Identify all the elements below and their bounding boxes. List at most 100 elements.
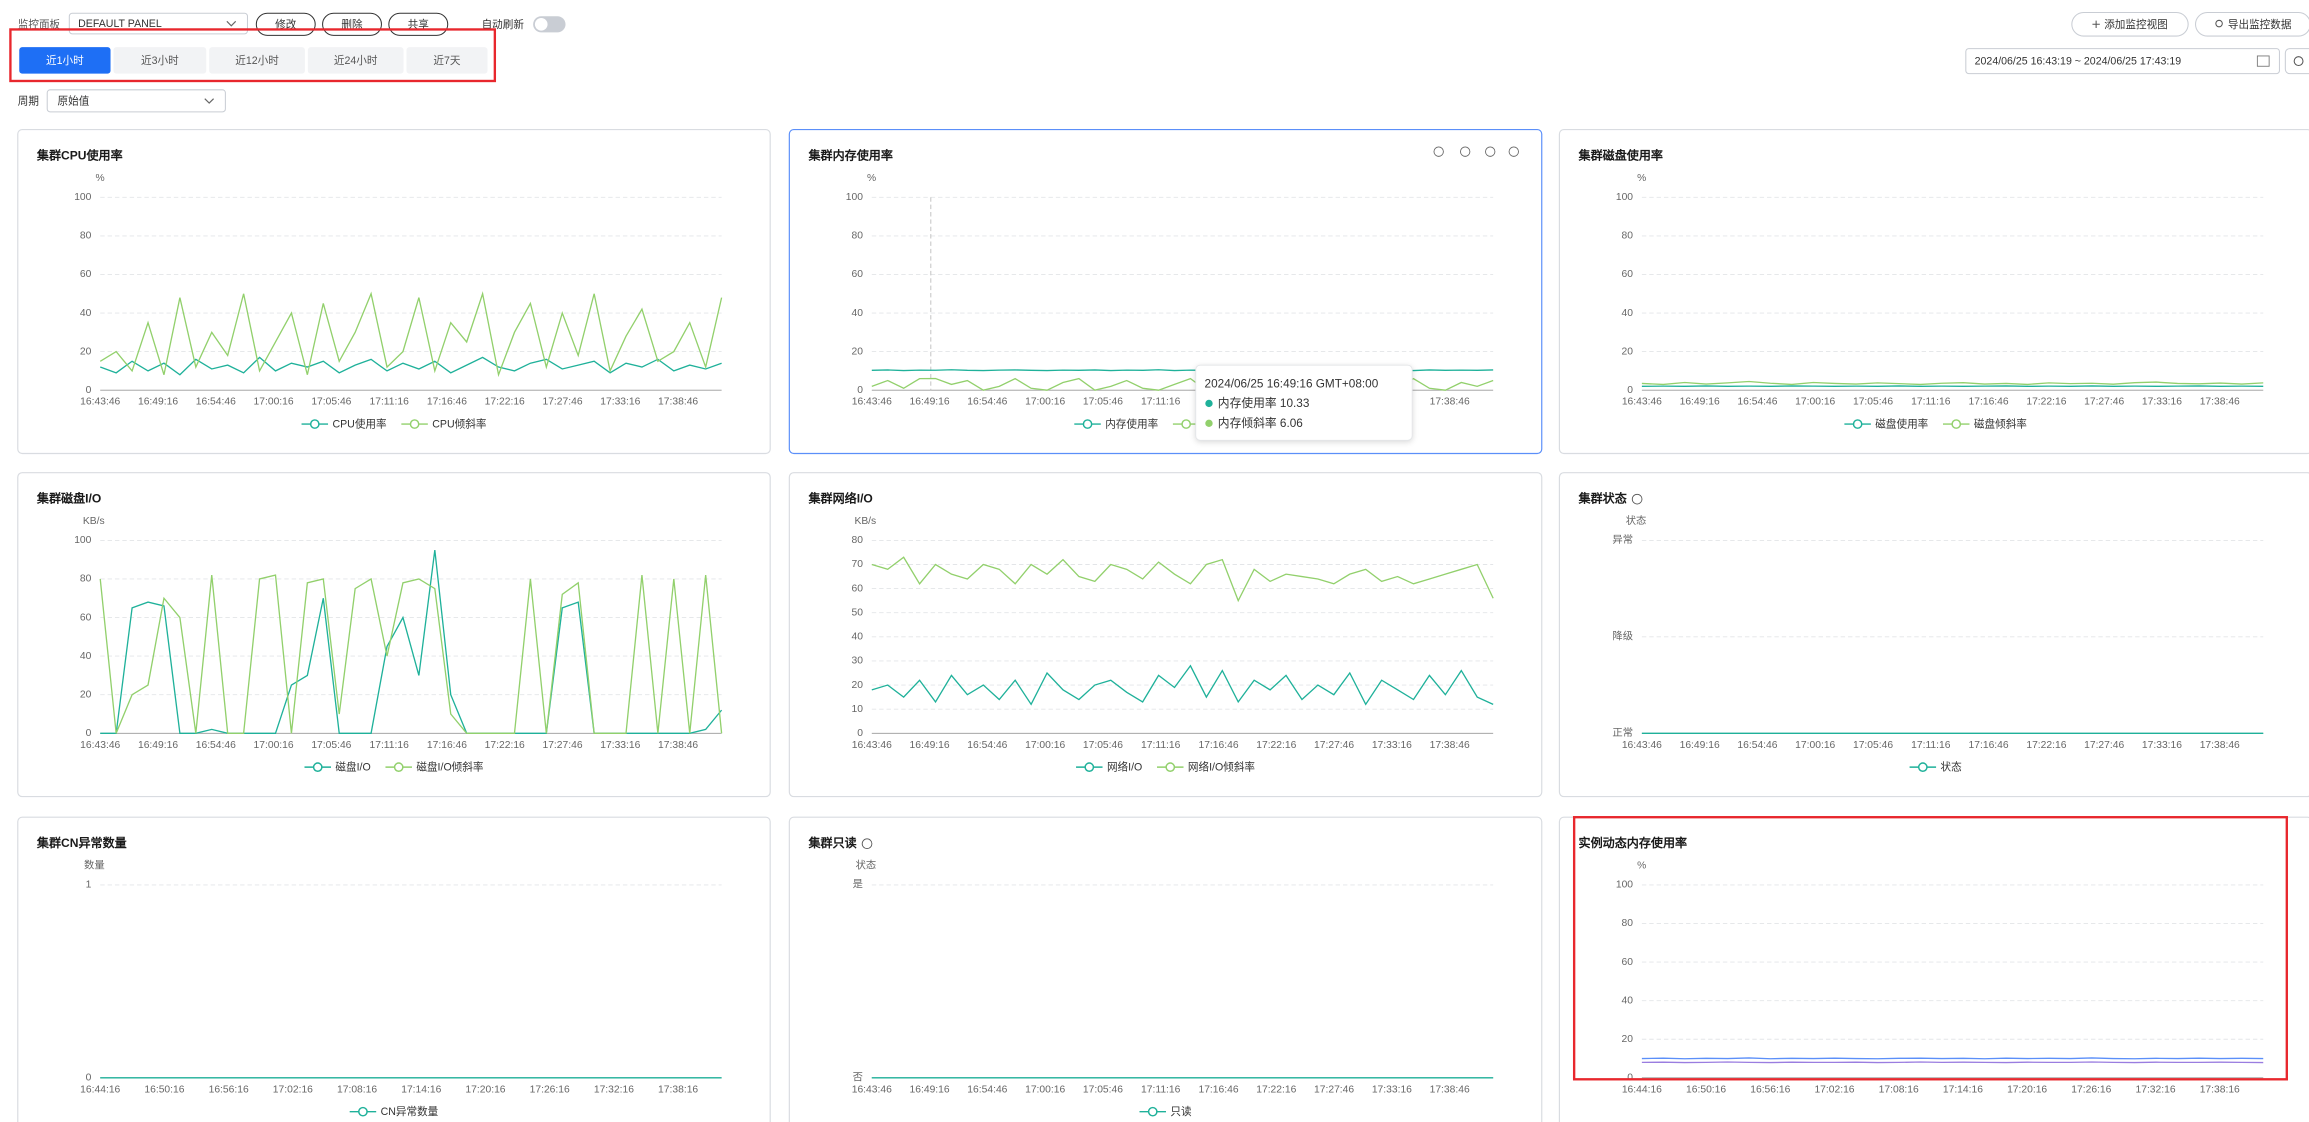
chart-panel: 实例动态内存使用率% 0 20 40 60 80 100 16:44:16 16:50:16 16…: [1558, 816, 2309, 1122]
y-axis-unit: 状态: [856, 859, 877, 872]
y-axis-unit: %: [1637, 861, 1646, 872]
x-tick-label: 16:43:46: [80, 397, 120, 408]
x-tick-label: 16:43:46: [1622, 740, 1662, 751]
x-tick-label: 17:11:16: [1141, 1084, 1181, 1095]
time-tab-text: 近3小时: [141, 54, 179, 67]
legend-marker: [358, 1106, 368, 1117]
x-tick-label: 17:33:16: [1372, 1084, 1412, 1095]
time-tab[interactable]: [113, 47, 207, 74]
time-tab[interactable]: [406, 47, 488, 74]
tooltip-dot: [1205, 399, 1213, 408]
y-tick-label: 100: [846, 192, 863, 203]
legend-label: 磁盘I/O倾斜率: [416, 761, 484, 774]
panel-frame: [788, 472, 1543, 798]
y-tick-label: 60: [80, 269, 92, 280]
panel-frame: [1558, 128, 2309, 455]
y-tick-label: 60: [80, 612, 92, 623]
x-tick-label: 17:05:46: [1853, 740, 1893, 751]
y-tick-label: 100: [74, 535, 91, 546]
legend-marker: [1165, 762, 1176, 773]
time-tab[interactable]: [307, 47, 404, 74]
panel-tool-icon[interactable]: [1485, 146, 1496, 157]
y-tick-label: 否: [853, 1072, 863, 1084]
x-tick-label: 16:56:16: [1750, 1084, 1790, 1095]
x-tick-label: 17:22:16: [1256, 1084, 1296, 1095]
x-tick-label: 17:33:16: [2142, 397, 2182, 408]
legend-label: 只读: [1170, 1105, 1192, 1118]
x-tick-label: 17:00:16: [1795, 740, 1835, 751]
y-tick-label: 60: [1622, 957, 1634, 968]
x-tick-label: 17:00:16: [1025, 397, 1065, 408]
panel-tool-icon[interactable]: [1460, 146, 1471, 157]
legend-marker: [1917, 762, 1928, 773]
y-tick-label: 30: [851, 656, 863, 667]
tooltip: 2024/06/25 16:49:16 GMT+08:00 内存使用率 10.33…: [1195, 364, 1413, 441]
chart-panel: 集群磁盘使用率% 0 20 40 60 80 100 16:43:46 16:49:16 16:5…: [1558, 128, 2309, 455]
x-tick-label: 17:11:16: [1141, 397, 1181, 408]
x-tick-label: 17:20:16: [465, 1084, 505, 1095]
panel-tool-icon[interactable]: [1433, 146, 1444, 157]
x-tick-label: 17:27:46: [542, 397, 582, 408]
x-tick-label: 17:16:46: [1969, 397, 2009, 408]
panel-frame: [1558, 472, 2309, 798]
panel-select-text: DEFAULT PANEL: [78, 18, 162, 30]
tooltip-item: 内存倾斜率 6.06: [1218, 416, 1303, 430]
date-range-text: 2024/06/25 16:43:19 ~ 2024/06/25 17:43:1…: [1975, 56, 2182, 68]
tooltip-dot: [1205, 419, 1213, 428]
x-tick-label: 17:38:46: [1430, 397, 1470, 408]
period-select[interactable]: [46, 89, 226, 113]
tooltip-item-value: 6.06: [1280, 417, 1303, 430]
x-tick-label: 16:49:16: [910, 740, 950, 751]
x-tick-label: 16:54:46: [196, 740, 236, 751]
panel-tool-icon[interactable]: [1508, 146, 1519, 157]
x-tick-label: 17:16:46: [427, 397, 467, 408]
chart-panel: 集群CPU使用率% 0 20 40 60 80 100 16:43:46 16:49:16 16:…: [17, 128, 771, 455]
series-line: [1641, 1057, 2264, 1060]
legend-label: CN异常数量: [381, 1105, 439, 1118]
series-line: [99, 291, 723, 378]
y-tick-label: 40: [1622, 995, 1634, 1006]
x-tick-label: 16:43:46: [80, 740, 120, 751]
x-tick-label: 17:38:46: [1430, 1084, 1470, 1095]
chart-title: 集群磁盘I/O: [36, 490, 101, 505]
export-button[interactable]: [2195, 12, 2309, 37]
y-tick-label: 异常: [1612, 533, 1633, 546]
chevron: [226, 20, 237, 27]
x-tick-label: 17:11:16: [370, 397, 410, 408]
time-tab[interactable]: [209, 47, 305, 74]
x-tick-label: 16:54:46: [967, 740, 1007, 751]
y-tick-label: 100: [1616, 192, 1633, 203]
date-range-picker[interactable]: [1965, 48, 2280, 75]
refresh-button[interactable]: [2284, 48, 2309, 75]
legend-marker: [393, 762, 404, 773]
x-tick-label: 17:22:16: [485, 740, 525, 751]
y-tick-label: 80: [80, 231, 92, 242]
x-tick-label: 16:49:16: [138, 740, 178, 751]
search-icon: [2215, 19, 2223, 28]
x-tick-label: 17:26:16: [530, 1084, 570, 1095]
x-tick-label: 17:05:46: [311, 397, 351, 408]
chevron: [204, 98, 215, 104]
y-axis-unit: %: [867, 173, 876, 184]
y-tick-label: 60: [851, 269, 863, 280]
y-tick-label: 0: [86, 385, 92, 396]
tooltip-item-name: 内存使用率: [1218, 396, 1277, 410]
x-tick-label: 17:27:46: [2084, 740, 2124, 751]
highlight-box: [9, 28, 497, 83]
x-tick-label: 16:43:46: [852, 740, 892, 751]
y-tick-label: 20: [80, 346, 92, 357]
add-view-button[interactable]: [2071, 12, 2189, 37]
y-tick-label: 20: [1622, 1034, 1634, 1045]
legend-label: 磁盘倾斜率: [1974, 418, 2027, 431]
legend-label: CPU使用率: [332, 418, 387, 431]
time-tab[interactable]: [19, 47, 111, 74]
legend-marker: [1951, 419, 1962, 429]
x-tick-label: 17:22:16: [2026, 740, 2066, 751]
x-tick-label: 16:49:16: [1680, 397, 1720, 408]
legend: 网络I/O 网络I/O倾斜率: [1076, 761, 1255, 774]
y-tick-label: 20: [851, 680, 863, 691]
y-tick-label: 0: [857, 385, 863, 396]
